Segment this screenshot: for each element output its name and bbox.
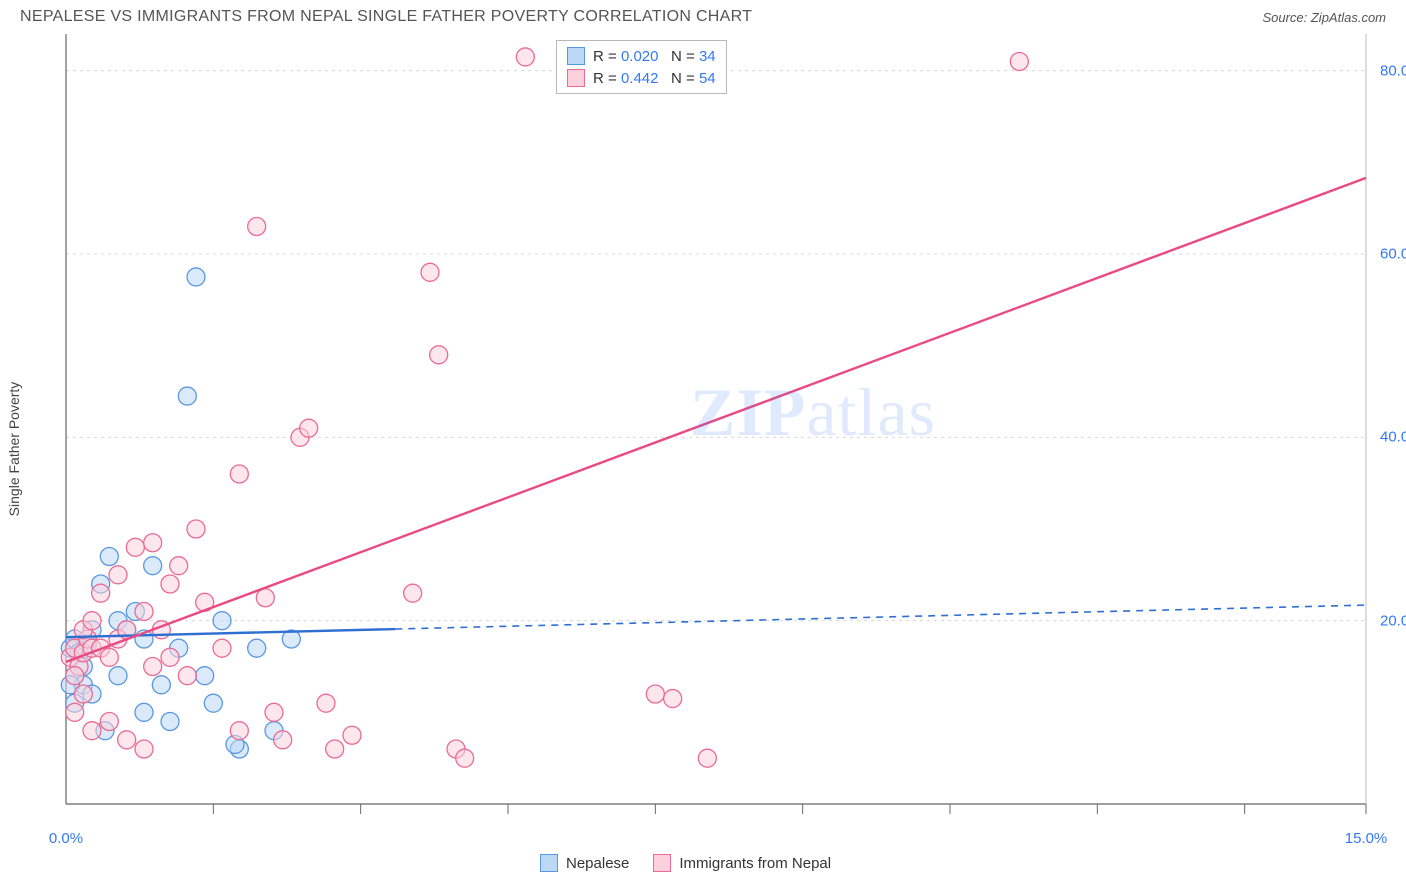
legend-row: R = 0.020 N = 34 [567, 45, 716, 67]
scatter-plot [20, 34, 1406, 864]
legend-stats: R = 0.442 N = 54 [593, 70, 716, 87]
y-tick-label: 20.0% [1380, 612, 1406, 629]
x-tick-label: 0.0% [49, 830, 83, 847]
y-axis-title: Single Father Poverty [6, 382, 22, 517]
y-tick-label: 40.0% [1380, 429, 1406, 446]
y-tick-label: 80.0% [1380, 62, 1406, 79]
series-legend: Nepalese Immigrants from Nepal [540, 854, 831, 872]
correlation-legend: R = 0.020 N = 34 R = 0.442 N = 54 [556, 40, 727, 94]
legend-stats: R = 0.020 N = 34 [593, 48, 716, 65]
legend-item: Immigrants from Nepal [653, 854, 831, 872]
chart-area: Single Father Poverty ZIPatlas R = 0.020… [20, 34, 1386, 864]
legend-swatch [540, 854, 558, 872]
legend-row: R = 0.442 N = 54 [567, 67, 716, 89]
chart-source: Source: ZipAtlas.com [1262, 10, 1386, 25]
chart-title: NEPALESE VS IMMIGRANTS FROM NEPAL SINGLE… [20, 8, 752, 26]
legend-swatch [653, 854, 671, 872]
legend-item: Nepalese [540, 854, 629, 872]
x-tick-label: 15.0% [1345, 830, 1388, 847]
legend-swatch [567, 47, 585, 65]
legend-swatch [567, 69, 585, 87]
legend-label: Nepalese [566, 855, 629, 872]
y-tick-label: 60.0% [1380, 246, 1406, 263]
legend-label: Immigrants from Nepal [679, 855, 831, 872]
